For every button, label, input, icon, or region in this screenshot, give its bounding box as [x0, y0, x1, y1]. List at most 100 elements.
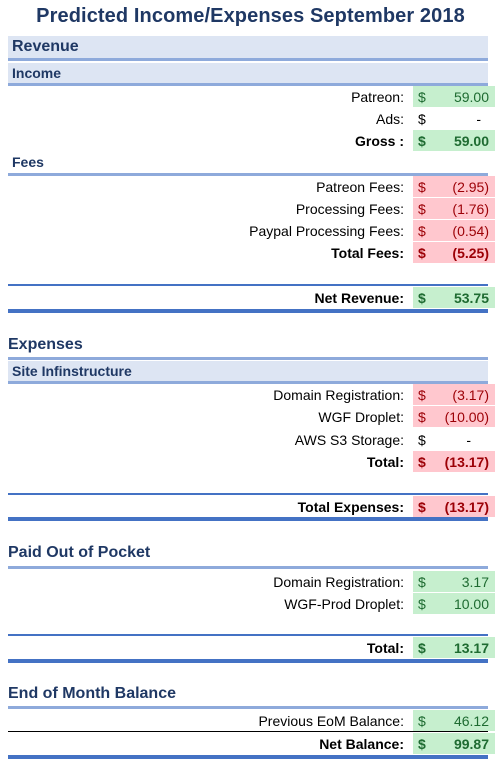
section-rule	[8, 58, 488, 61]
divider	[8, 731, 488, 732]
amount: -	[476, 111, 481, 127]
previous-balance-row: Previous EoM Balance: $ 46.12	[8, 710, 495, 732]
section-rule	[8, 659, 488, 663]
value-cell: $ (13.17)	[413, 496, 495, 517]
section-rule	[8, 634, 488, 636]
row-label: Net Revenue:	[314, 290, 404, 306]
amount: -	[466, 432, 471, 448]
value-cell: $ -	[413, 108, 495, 129]
section-rule	[8, 381, 488, 384]
value-cell: $ 59.00	[413, 86, 495, 107]
currency-symbol: $	[418, 133, 426, 149]
section-rule	[8, 493, 488, 495]
currency-symbol: $	[418, 499, 426, 515]
amount: 3.17	[461, 574, 489, 590]
section-rule	[8, 357, 488, 360]
currency-symbol: $	[418, 89, 426, 105]
currency-symbol: $	[418, 387, 426, 403]
value-cell: $ -	[413, 429, 495, 450]
fees-heading: Fees	[12, 154, 44, 170]
site-subheader: Site Infinstructure	[8, 361, 488, 381]
value-cell: $ (10.00)	[413, 406, 495, 427]
currency-symbol: $	[418, 223, 426, 239]
expenses-heading: Expenses	[8, 336, 83, 353]
section-rule	[8, 706, 488, 709]
currency-symbol: $	[418, 574, 426, 590]
section-rule	[8, 173, 488, 176]
row-label: Total:	[366, 454, 404, 470]
fees-row-processing: Processing Fees: $ (1.76)	[8, 198, 495, 220]
net-balance-row: Net Balance: $ 99.87	[8, 733, 495, 755]
site-row-droplet: WGF Droplet: $ (10.00)	[8, 406, 495, 428]
value-cell: $ (5.25)	[413, 242, 495, 263]
amount: 59.00	[453, 89, 489, 105]
site-row-s3: AWS S3 Storage: $ -	[8, 429, 488, 451]
value-cell: $ 3.17	[413, 571, 495, 592]
amount: (0.54)	[452, 223, 489, 239]
total-expenses-row: Total Expenses: $ (13.17)	[8, 496, 495, 518]
currency-symbol: $	[418, 432, 426, 448]
value-cell: $ 10.00	[413, 593, 495, 614]
pocket-heading: Paid Out of Pocket	[8, 544, 151, 561]
currency-symbol: $	[418, 713, 426, 729]
amount: 46.12	[453, 713, 489, 729]
amount: (5.25)	[452, 245, 489, 261]
currency-symbol: $	[418, 201, 426, 217]
amount: 10.00	[453, 596, 489, 612]
fees-subheader: Fees	[8, 152, 488, 172]
row-label: Patreon:	[351, 89, 404, 105]
currency-symbol: $	[418, 736, 426, 752]
amount: 13.17	[453, 640, 489, 656]
balance-heading: End of Month Balance	[8, 685, 176, 702]
value-cell: $ (2.95)	[413, 176, 495, 197]
section-rule	[8, 284, 488, 286]
amount: (13.17)	[444, 454, 489, 470]
site-row-domain: Domain Registration: $ (3.17)	[8, 384, 495, 406]
section-rule	[8, 517, 488, 521]
value-cell: $ 59.00	[413, 130, 495, 151]
row-label: Gross :	[354, 133, 404, 149]
row-label: Total Fees:	[331, 245, 404, 261]
value-cell: $ (3.17)	[413, 384, 495, 405]
site-heading: Site Infinstructure	[12, 363, 132, 379]
row-label: Ads:	[375, 111, 404, 127]
currency-symbol: $	[418, 454, 426, 470]
revenue-heading: Revenue	[12, 38, 79, 55]
row-label: WGF-Prod Droplet:	[284, 596, 404, 612]
currency-symbol: $	[418, 640, 426, 656]
pocket-total-row: Total: $ 13.17	[8, 637, 495, 659]
amount: (1.76)	[452, 201, 489, 217]
row-label: Net Balance:	[319, 736, 404, 752]
row-label: Previous EoM Balance:	[258, 713, 404, 729]
income-row-patreon: Patreon: $ 59.00	[8, 86, 495, 108]
income-heading: Income	[12, 65, 62, 81]
amount: (13.17)	[444, 499, 489, 515]
fees-row-paypal: Paypal Processing Fees: $ (0.54)	[8, 220, 495, 242]
currency-symbol: $	[418, 111, 426, 127]
amount: (10.00)	[444, 409, 489, 425]
row-label: Paypal Processing Fees:	[249, 223, 404, 239]
value-cell: $ 53.75	[413, 287, 495, 308]
revenue-section-header: Revenue	[8, 36, 488, 58]
section-rule	[8, 309, 488, 313]
pocket-row-droplet: WGF-Prod Droplet: $ 10.00	[8, 593, 495, 615]
amount: (3.17)	[452, 387, 489, 403]
value-cell: $ 99.87	[413, 733, 495, 754]
section-rule	[8, 755, 488, 759]
value-cell: $ 46.12	[413, 710, 495, 731]
section-rule	[8, 83, 488, 86]
value-cell: $ 13.17	[413, 637, 495, 658]
net-revenue-row: Net Revenue: $ 53.75	[8, 287, 495, 309]
amount: 59.00	[453, 133, 489, 149]
currency-symbol: $	[418, 290, 426, 306]
amount: (2.95)	[452, 179, 489, 195]
section-rule	[8, 566, 488, 569]
row-label: Total:	[366, 640, 404, 656]
pocket-row-domain: Domain Registration: $ 3.17	[8, 571, 495, 593]
currency-symbol: $	[418, 179, 426, 195]
currency-symbol: $	[418, 596, 426, 612]
amount: 53.75	[453, 290, 489, 306]
site-total-row: Total: $ (13.17)	[8, 451, 495, 473]
row-label: WGF Droplet:	[318, 409, 404, 425]
gross-row: Gross : $ 59.00	[8, 130, 495, 152]
